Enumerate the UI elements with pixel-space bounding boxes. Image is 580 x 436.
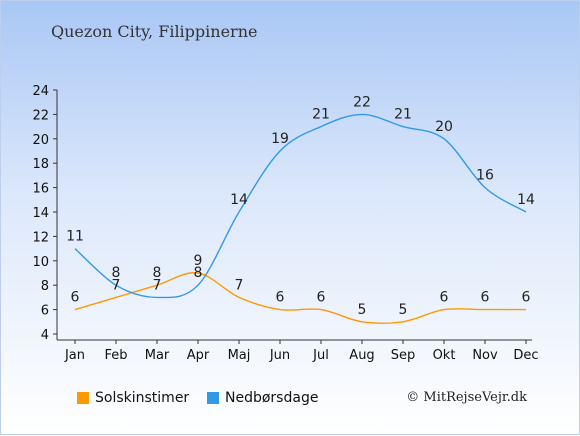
data-label-solskinstimer: 6 — [317, 290, 326, 306]
data-label-nedborsdage: 8 — [112, 265, 121, 281]
y-tick-label: 12 — [32, 230, 49, 245]
x-tick-label: Dec — [513, 348, 538, 363]
x-tick-label: Jul — [312, 348, 329, 363]
x-tick-label: Aug — [349, 348, 374, 363]
x-tick-label: Jan — [64, 348, 85, 363]
data-label-solskinstimer: 7 — [235, 277, 244, 293]
y-tick-label: 4 — [41, 328, 49, 343]
series-line-solskinstimer — [74, 272, 526, 325]
data-label-solskinstimer: 6 — [71, 290, 80, 306]
y-tick-label: 22 — [32, 108, 49, 123]
data-label-solskinstimer: 6 — [522, 290, 531, 306]
x-tick-label: Nov — [472, 348, 498, 363]
data-label-solskinstimer: 6 — [440, 290, 449, 306]
data-label-solskinstimer: 6 — [481, 290, 490, 306]
data-label-nedborsdage: 20 — [435, 119, 453, 135]
y-tick-label: 18 — [32, 157, 49, 172]
credit-text: © MitRejseVejr.dk — [406, 390, 527, 405]
data-label-nedborsdage: 8 — [194, 265, 203, 281]
data-label-nedborsdage: 7 — [153, 277, 162, 293]
data-label-nedborsdage: 16 — [476, 168, 494, 184]
data-label-nedborsdage: 21 — [394, 107, 412, 123]
y-tick-label: 14 — [32, 206, 49, 221]
y-tick-label: 6 — [41, 304, 49, 319]
y-tick-label: 16 — [32, 182, 49, 197]
legend-swatch-solskinstimer — [77, 392, 89, 404]
data-label-nedborsdage: 14 — [230, 192, 248, 208]
data-label-solskinstimer: 6 — [276, 290, 285, 306]
data-label-nedborsdage: 14 — [517, 192, 535, 208]
data-label-nedborsdage: 21 — [312, 107, 330, 123]
legend-item-nedborsdage: Nedbørsdage — [207, 390, 318, 406]
series-line-nedborsdage — [74, 113, 527, 299]
x-tick-label: Sep — [391, 348, 416, 363]
legend-item-solskinstimer: Solskinstimer — [77, 390, 189, 406]
y-tick-label: 10 — [32, 255, 49, 270]
legend-label-solskinstimer: Solskinstimer — [95, 390, 190, 406]
y-tick-label: 8 — [41, 279, 49, 294]
chart-title: Quezon City, Filippinerne — [51, 22, 258, 41]
x-tick-label: Okt — [433, 348, 456, 363]
x-tick-label: Maj — [228, 348, 251, 363]
data-label-nedborsdage: 11 — [66, 229, 84, 245]
data-label-nedborsdage: 22 — [353, 94, 371, 110]
legend-swatch-nedborsdage — [207, 392, 219, 404]
y-tick-label: 20 — [32, 133, 49, 148]
x-tick-label: Mar — [145, 348, 170, 363]
y-tick-label: 24 — [32, 84, 49, 99]
data-label-nedborsdage: 19 — [271, 131, 289, 147]
data-label-solskinstimer: 5 — [399, 302, 408, 318]
data-label-solskinstimer: 5 — [358, 302, 367, 318]
data-label-solskinstimer: 7 — [112, 277, 121, 293]
x-tick-label: Jun — [269, 348, 290, 363]
data-label-solskinstimer: 9 — [194, 253, 203, 269]
legend-label-nedborsdage: Nedbørsdage — [225, 390, 319, 406]
x-tick-label: Apr — [187, 348, 210, 363]
x-tick-label: Feb — [104, 348, 127, 363]
data-label-solskinstimer: 8 — [153, 265, 162, 281]
